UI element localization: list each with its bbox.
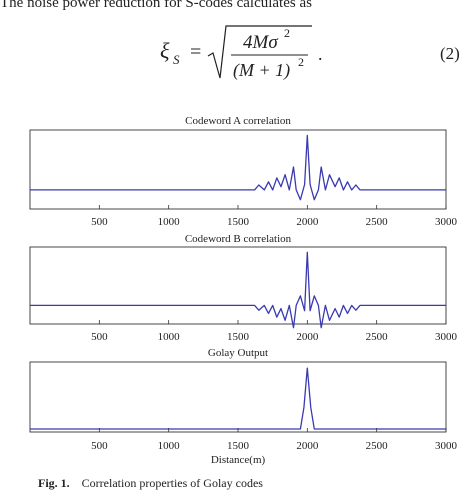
x-tick-label: 3000 <box>435 331 458 343</box>
chart-title: Golay Output <box>208 347 268 359</box>
intro-sentence: The noise power reduction for S-codes ca… <box>0 0 312 11</box>
figure-caption-text: Correlation properties of Golay codes <box>81 476 263 490</box>
x-tick-label: 3000 <box>435 216 458 228</box>
equation-number: (2) <box>440 44 460 63</box>
x-tick-label: 2500 <box>366 440 389 452</box>
chart-title: Codeword B correlation <box>185 233 292 245</box>
x-tick-label: 2500 <box>366 331 389 343</box>
equation-numerator: 4Mσ <box>243 32 278 53</box>
x-tick-label: 500 <box>91 216 108 228</box>
figure-caption: Fig. 1. Correlation properties of Golay … <box>38 476 458 491</box>
x-tick-label: 2500 <box>366 216 389 228</box>
equation-equals: = <box>190 41 201 63</box>
equation-denominator-superscript: 2 <box>298 55 304 69</box>
x-tick-label: 1500 <box>227 440 250 452</box>
x-axis-label: Distance(m) <box>211 454 266 466</box>
chart-title: Codeword A correlation <box>185 115 291 127</box>
series-line <box>30 134 446 201</box>
chart-plot-frame <box>29 129 447 210</box>
equation-trailing-period: . <box>318 44 323 64</box>
equation-numerator-superscript: 2 <box>284 26 290 40</box>
equation-lhs: ξ <box>160 38 170 63</box>
figure-caption-label: Fig. 1. <box>38 476 70 490</box>
x-tick-label: 500 <box>91 331 108 343</box>
x-tick-label: 500 <box>91 440 108 452</box>
chart-plot-frame <box>29 246 447 325</box>
noise-power-equation: ξ S = 4Mσ 2 (M + 1) 2 . <box>160 25 323 81</box>
x-tick-label: 1500 <box>227 216 250 228</box>
series-line <box>30 367 446 430</box>
correlation-figure: Codeword A correlation 500 1000 1500 2000 250… <box>29 115 458 466</box>
x-tick-label: 1000 <box>158 440 181 452</box>
x-tick-label: 2000 <box>296 216 319 228</box>
x-tick-label: 2000 <box>296 331 319 343</box>
equation-lhs-subscript: S <box>173 52 180 67</box>
x-tick-label: 2000 <box>296 440 319 452</box>
x-tick-label: 3000 <box>435 440 458 452</box>
series-line <box>30 251 446 329</box>
equation-denominator: (M + 1) <box>233 60 290 81</box>
equation-radical <box>207 25 312 79</box>
x-tick-label: 1500 <box>227 331 250 343</box>
x-tick-label: 1000 <box>158 331 181 343</box>
chart-plot-frame <box>29 361 447 433</box>
x-tick-label: 1000 <box>158 216 181 228</box>
